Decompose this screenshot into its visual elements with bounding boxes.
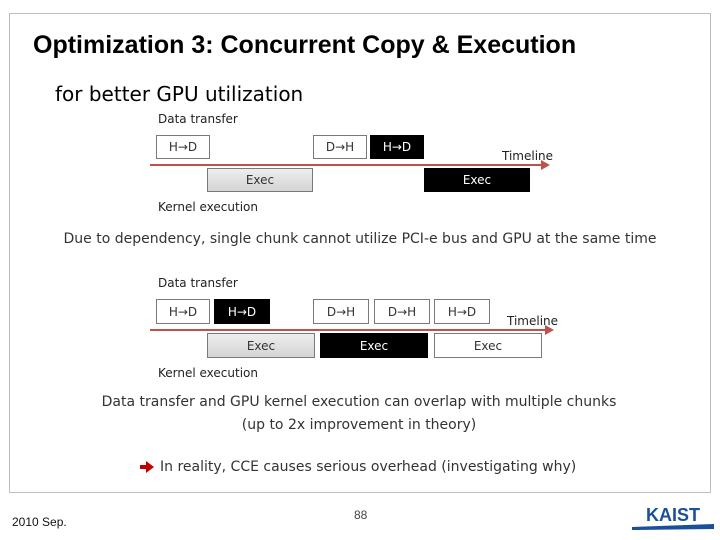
h2d-box: H→D [370,135,424,159]
timeline-label: Timeline [502,149,554,163]
kernel-execution-label: Kernel execution [158,366,258,380]
d2h-box: D→H [374,299,430,324]
timeline-arrowhead [545,325,554,335]
kernel-execution-label: Kernel execution [158,200,258,214]
timeline-axis [150,329,546,331]
kaist-logo: KAIST [632,505,714,530]
data-transfer-label: Data transfer [158,112,238,126]
d2h-box: D→H [313,135,367,159]
d2h-box: D→H [313,299,369,324]
slide-frame [9,13,711,493]
caption-single-chunk: Due to dependency, single chunk cannot u… [63,231,657,247]
page-number: 88 [354,508,368,522]
slide-date: 2010 Sep. [12,515,67,529]
exec-box: Exec [207,168,313,192]
caption-multi-chunk-line1: Data transfer and GPU kernel execution c… [101,394,617,410]
slide-subtitle: for better GPU utilization [55,82,304,106]
timeline-arrowhead [541,160,550,170]
h2d-box: H→D [214,299,270,324]
right-arrow-icon [140,461,154,473]
h2d-box: H→D [434,299,490,324]
h2d-box: H→D [156,299,210,324]
slide-title: Optimization 3: Concurrent Copy & Execut… [33,31,577,59]
timeline-axis [150,164,542,166]
exec-box: Exec [434,333,542,358]
exec-box: Exec [424,168,530,192]
overhead-note-text: In reality, CCE causes serious overhead … [160,459,577,475]
svg-text:KAIST: KAIST [646,505,700,525]
exec-box: Exec [207,333,315,358]
exec-box: Exec [320,333,428,358]
h2d-box: H→D [156,135,210,159]
caption-multi-chunk-line2: (up to 2x improvement in theory) [241,417,477,433]
overhead-note: In reality, CCE causes serious overhead … [140,459,576,475]
timeline-label: Timeline [507,314,559,328]
data-transfer-label: Data transfer [158,276,238,290]
